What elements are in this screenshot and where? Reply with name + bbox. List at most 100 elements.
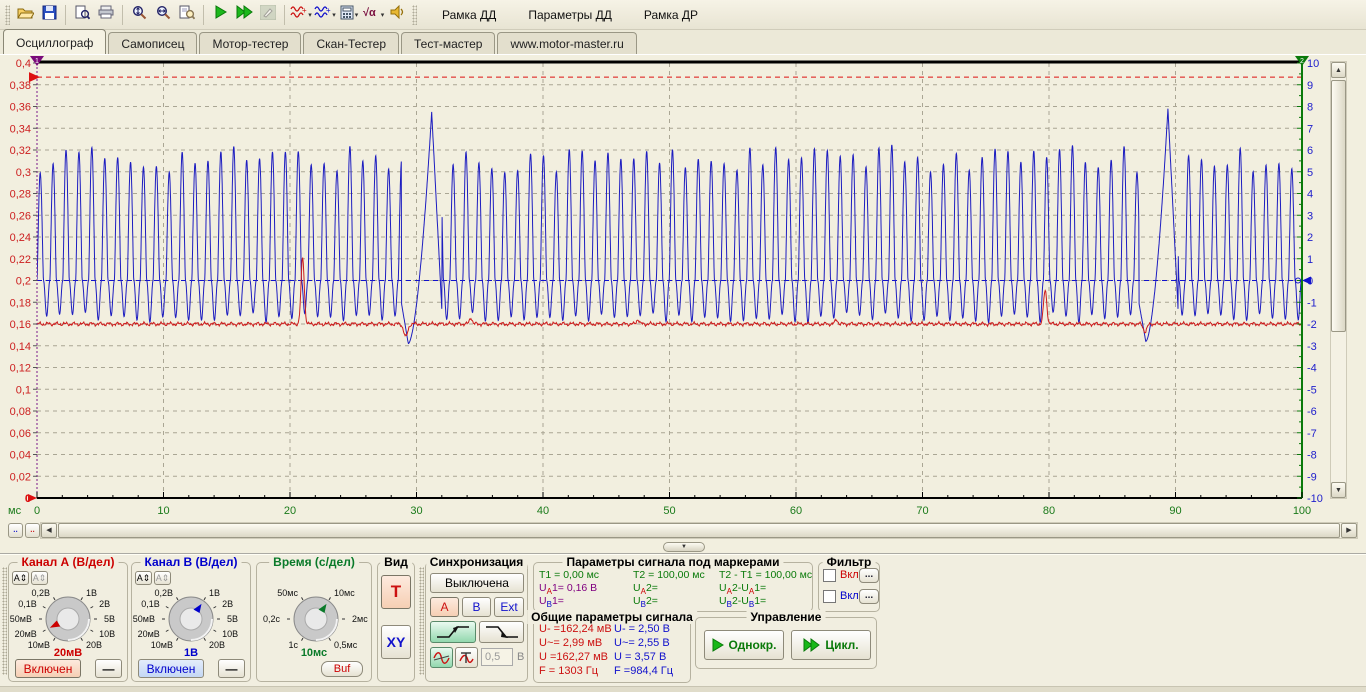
- edit-button[interactable]: [256, 3, 280, 27]
- svg-text:0,1: 0,1: [16, 384, 31, 396]
- speaker-icon: [390, 5, 405, 24]
- vertical-scrollbar[interactable]: ▲ ▼: [1330, 61, 1347, 499]
- filter-a-checkbox[interactable]: [823, 569, 836, 582]
- print-preview-button[interactable]: [70, 3, 94, 27]
- trigger-level-arrow: [29, 72, 40, 82]
- view-xy-button[interactable]: XY: [381, 625, 411, 659]
- open-button[interactable]: [13, 3, 37, 27]
- dropdown-caret-icon[interactable]: ▾: [381, 11, 385, 19]
- channel-b-invert-button[interactable]: —: [218, 659, 245, 678]
- tab-1[interactable]: Осциллограф: [3, 29, 106, 54]
- page-search-button[interactable]: [175, 3, 199, 27]
- svg-text:2: 2: [1300, 58, 1304, 65]
- channel-b-gain-knob[interactable]: 10мВ20мВ50мВ0,1В0,2В1В2В5В10В20В: [132, 585, 250, 649]
- channel-a-gain-knob[interactable]: 10мВ20мВ50мВ0,1В0,2В1В2В5В10В20В: [9, 585, 127, 649]
- sync-group: Синхронизация Выключена А В Ext В: [425, 562, 528, 682]
- filter-b-label: Вкл: [840, 590, 859, 602]
- svg-text:60: 60: [790, 505, 802, 517]
- dropdown-caret-icon[interactable]: ▾: [332, 11, 336, 19]
- svg-text:0,22: 0,22: [10, 254, 31, 266]
- channel-a-invert-button[interactable]: —: [95, 659, 122, 678]
- scope-plot[interactable]: 0,40,380,360,340,320,30,280,260,240,220,…: [0, 55, 1366, 553]
- scroll-left-icon[interactable]: ◀: [41, 523, 57, 538]
- svg-text:20мВ: 20мВ: [15, 629, 37, 639]
- marker-a-button[interactable]: ..: [8, 523, 23, 538]
- toolbar-separator: [284, 5, 285, 25]
- toolbar-grip[interactable]: [5, 5, 10, 25]
- menu-item-1[interactable]: Рамка ДД: [432, 4, 506, 26]
- zoom-horizontal-button[interactable]: [151, 3, 175, 27]
- svg-text:10: 10: [157, 505, 169, 517]
- sound-button[interactable]: [385, 3, 409, 27]
- view-t-button[interactable]: Т: [381, 575, 411, 609]
- svg-text:-2: -2: [1307, 319, 1317, 331]
- tab-3[interactable]: Мотор-тестер: [199, 32, 301, 54]
- tab-4[interactable]: Скан-Тестер: [303, 32, 399, 54]
- sync-mode-auto-button[interactable]: [430, 647, 453, 668]
- channel-b-group: Канал В (В/дел) А⇕ А⇕ 10мВ20мВ50мВ0,1В0,…: [131, 562, 251, 682]
- print-button[interactable]: [94, 3, 118, 27]
- sync-source-b-button[interactable]: В: [462, 597, 491, 617]
- sync-mode-level-button[interactable]: [455, 647, 478, 668]
- calculator-menu-button[interactable]: ▾: [337, 3, 361, 27]
- channel-b-power-button[interactable]: Включен: [138, 659, 204, 678]
- svg-text:0,24: 0,24: [10, 232, 31, 244]
- collapse-panel-button[interactable]: ▼: [663, 542, 705, 552]
- timebase-knob[interactable]: 1с0,2с50мс10мс2мс0,5мс: [257, 585, 375, 649]
- signal-b-menu-button[interactable]: +▾: [313, 3, 337, 27]
- menu-item-2[interactable]: Параметры ДД: [518, 4, 622, 26]
- autoscale-a-button[interactable]: А⇕: [12, 571, 29, 585]
- scroll-up-icon[interactable]: ▲: [1331, 62, 1346, 78]
- sync-off-button[interactable]: Выключена: [430, 573, 524, 593]
- zoom-vertical-button[interactable]: [127, 3, 151, 27]
- dropdown-caret-icon[interactable]: ▾: [355, 11, 359, 19]
- channel-a-power-button[interactable]: Включен: [15, 659, 81, 678]
- sync-source-ext-button[interactable]: Ext: [494, 597, 524, 617]
- autoscale-b-alt-button[interactable]: А⇕: [154, 571, 171, 585]
- svg-text:1В: 1В: [209, 588, 220, 598]
- svg-text:0,1В: 0,1В: [18, 599, 37, 609]
- channel-b-measure: U = 3,57 В: [614, 651, 666, 663]
- pencil-icon: [260, 5, 276, 25]
- scroll-down-icon[interactable]: ▼: [1331, 482, 1346, 498]
- sync-falling-edge-button[interactable]: [479, 621, 524, 643]
- cycle-label: Цикл.: [825, 638, 858, 652]
- autoscale-a-alt-button[interactable]: А⇕: [31, 571, 48, 585]
- scroll-right-icon[interactable]: ▶: [1341, 523, 1357, 538]
- buffer-button[interactable]: Buf: [321, 661, 363, 677]
- math-menu-button[interactable]: √α▾: [361, 3, 385, 27]
- filter-b-checkbox[interactable]: [823, 590, 836, 603]
- zoom-horizontal-icon: [156, 5, 171, 25]
- start-cycle-button[interactable]: [232, 3, 256, 27]
- svg-text:+: +: [302, 6, 307, 15]
- horizontal-scroll-thumb[interactable]: [58, 523, 1340, 538]
- autoscale-b-button[interactable]: А⇕: [135, 571, 152, 585]
- panel-grip-2[interactable]: [419, 567, 424, 675]
- signal-a-menu-button[interactable]: +▾: [289, 3, 313, 27]
- tab-6[interactable]: www.motor-master.ru: [497, 32, 636, 54]
- svg-text:-6: -6: [1307, 406, 1317, 418]
- toolbar: +▾+▾▾√α▾ Рамка ДДПараметры ДДРамка ДР: [0, 0, 1366, 30]
- cycle-button[interactable]: Цикл.: [791, 630, 871, 660]
- filter-a-settings-button[interactable]: ...: [859, 568, 879, 583]
- svg-text:40: 40: [537, 505, 549, 517]
- sync-rising-edge-button[interactable]: [430, 621, 476, 643]
- sync-source-a-button[interactable]: А: [430, 597, 459, 617]
- vertical-scroll-thumb[interactable]: [1331, 80, 1346, 332]
- svg-text:6: 6: [1307, 145, 1313, 157]
- svg-text:1: 1: [1307, 254, 1313, 266]
- start-button[interactable]: [208, 3, 232, 27]
- menu-grip[interactable]: [412, 5, 417, 25]
- tab-2[interactable]: Самописец: [108, 32, 197, 54]
- sync-level-input[interactable]: [481, 648, 513, 666]
- dropdown-caret-icon[interactable]: ▾: [308, 11, 312, 19]
- save-button[interactable]: [37, 3, 61, 27]
- horizontal-scrollbar[interactable]: ◀ ▶: [40, 522, 1358, 539]
- marker-b-button[interactable]: ..: [25, 523, 40, 538]
- svg-text:2: 2: [1307, 232, 1313, 244]
- panel-grip[interactable]: [2, 567, 7, 675]
- filter-b-settings-button[interactable]: ...: [859, 589, 879, 604]
- single-shot-button[interactable]: Однокр.: [704, 630, 784, 660]
- menu-item-3[interactable]: Рамка ДР: [634, 4, 708, 26]
- tab-5[interactable]: Тест-мастер: [401, 32, 495, 54]
